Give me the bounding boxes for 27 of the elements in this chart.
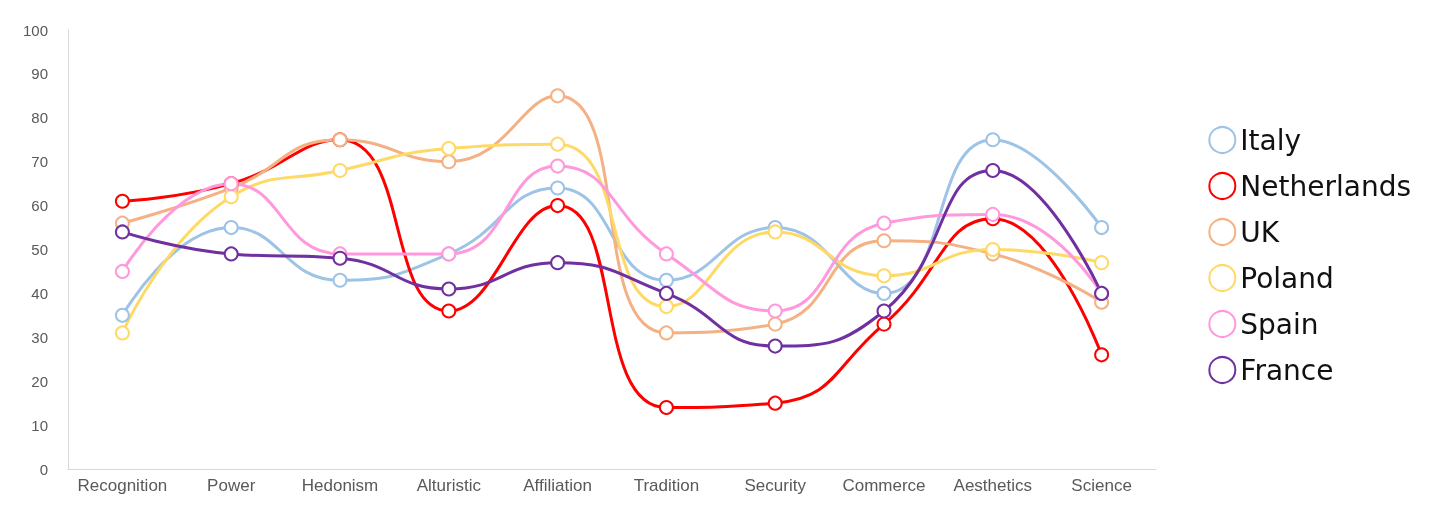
x-tick-label: Affiliation [523, 476, 592, 495]
legend-label: Spain [1240, 307, 1319, 341]
legend-label: Italy [1240, 123, 1302, 157]
y-tick-label: 30 [31, 328, 48, 346]
y-tick-label: 0 [39, 460, 48, 478]
x-tick-label: Power [207, 476, 256, 495]
y-tick-label: 90 [31, 65, 48, 83]
x-tick-label: Recognition [77, 476, 168, 495]
y-tick-label: 40 [31, 284, 48, 302]
legend-label: France [1240, 353, 1334, 387]
y-tick-label: 60 [31, 197, 48, 215]
y-tick-label: 20 [31, 372, 48, 390]
x-tick-label: Tradition [633, 476, 700, 495]
x-tick-label: Aesthetics [953, 476, 1033, 495]
x-tick-label: Security [744, 476, 807, 495]
y-tick-label: 80 [31, 109, 48, 127]
y-tick-label: 70 [31, 153, 48, 171]
x-tick-label: Commerce [842, 476, 926, 495]
y-tick-label: 100 [22, 21, 48, 39]
x-tick-label: Hedonism [301, 476, 379, 495]
y-tick-label: 50 [31, 241, 48, 258]
legend-label: Poland [1240, 261, 1334, 295]
x-tick-label: Alturistic [416, 476, 482, 495]
x-tick-label: Science [1071, 476, 1132, 495]
y-tick-label: 10 [31, 416, 48, 434]
legend-label: UK [1240, 215, 1280, 249]
legend-label: Netherlands [1240, 169, 1412, 203]
